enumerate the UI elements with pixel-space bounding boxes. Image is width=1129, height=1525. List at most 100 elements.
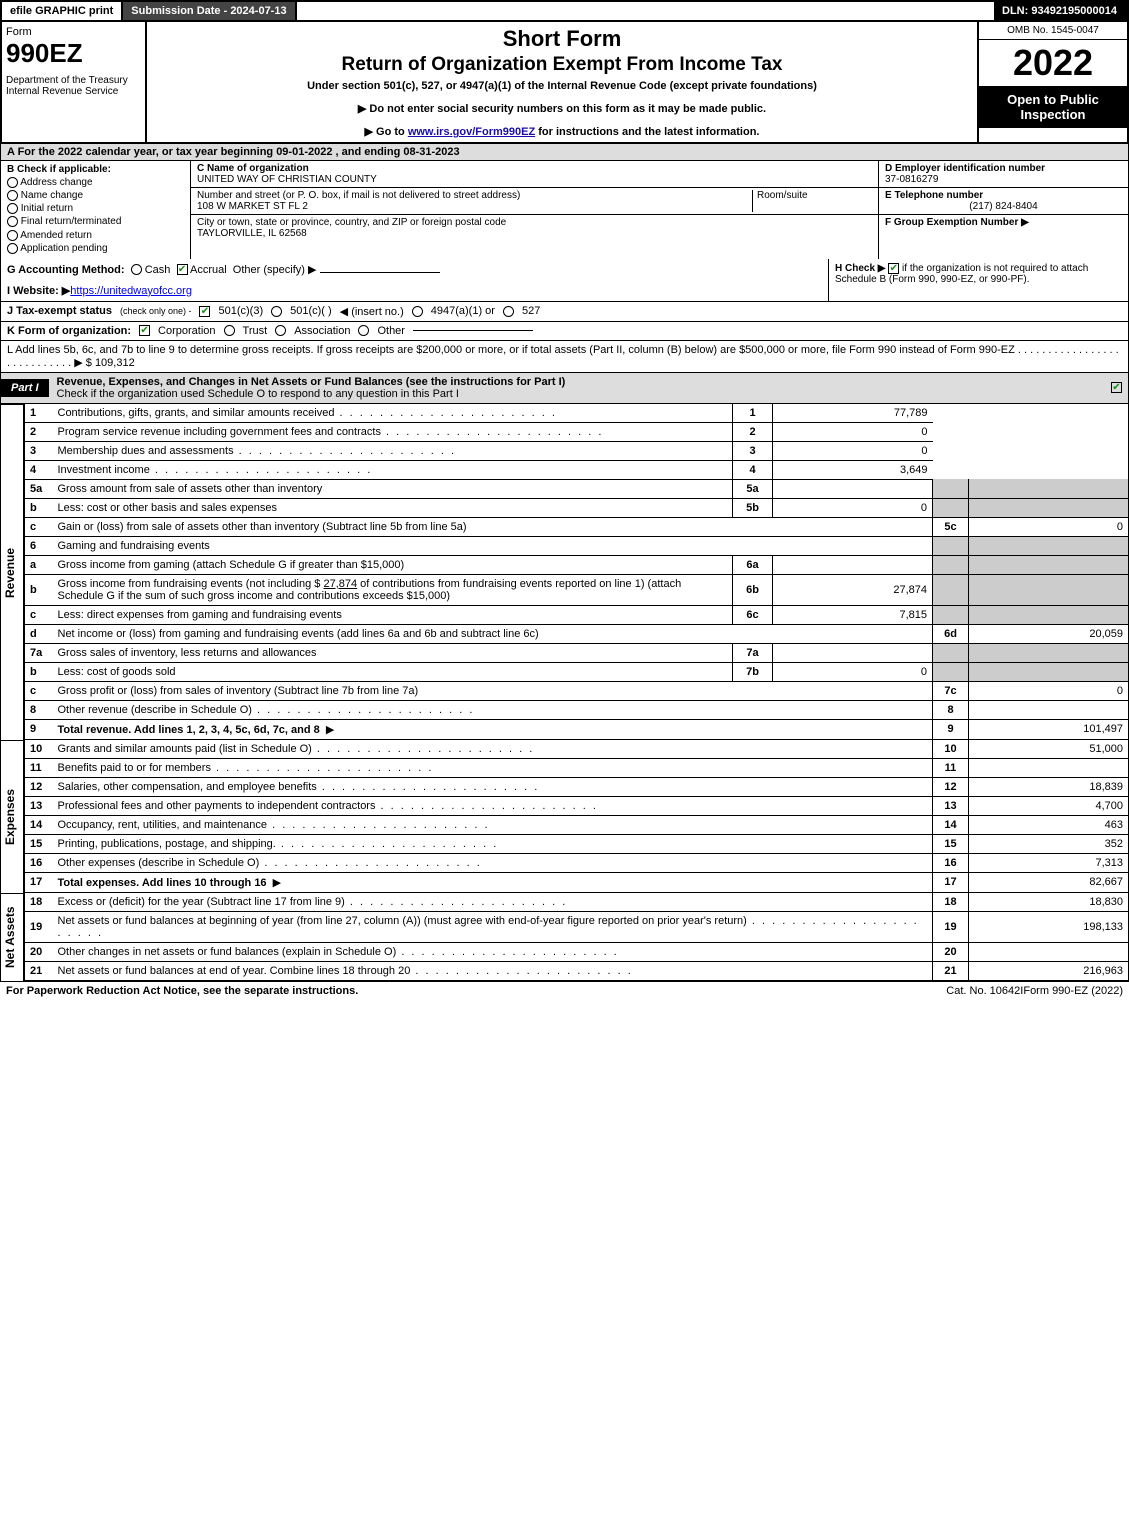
section-b-c-d-e-f: B Check if applicable: Address change Na… [0, 161, 1129, 259]
goto-post: for instructions and the latest informat… [535, 126, 759, 138]
efile-label[interactable]: efile GRAPHIC print [2, 2, 123, 20]
line-13: 13Professional fees and other payments t… [25, 796, 1129, 815]
ein-value: 37-0816279 [885, 174, 938, 185]
k-other-input[interactable] [413, 330, 533, 331]
org-city: TAYLORVILLE, IL 62568 [197, 228, 307, 239]
amt-20 [969, 942, 1129, 961]
row-a-text: A For the 2022 calendar year, or tax yea… [7, 146, 460, 158]
column-d-e-f: D Employer identification number37-08162… [878, 161, 1128, 259]
radio-cash[interactable] [131, 264, 142, 275]
line-19: 19Net assets or fund balances at beginni… [25, 911, 1129, 942]
e-phone: E Telephone number(217) 824-8404 [879, 188, 1128, 215]
line-5a: 5aGross amount from sale of assets other… [25, 479, 1129, 498]
line-10: 10Grants and similar amounts paid (list … [25, 740, 1129, 759]
line-9: 9Total revenue. Add lines 1, 2, 3, 4, 5c… [25, 719, 1129, 739]
ssn-warning: ▶ Do not enter social security numbers o… [151, 102, 973, 115]
line-15: 15Printing, publications, postage, and s… [25, 834, 1129, 853]
cb-corporation[interactable] [139, 325, 150, 336]
header-right: OMB No. 1545-0047 2022 Open to Public In… [977, 22, 1127, 142]
amt-7b: 0 [773, 662, 933, 681]
line-6b: bGross income from fundraising events (n… [25, 574, 1129, 605]
amt-6d: 20,059 [969, 624, 1129, 643]
line-21: 21Net assets or fund balances at end of … [25, 961, 1129, 980]
footer-left: For Paperwork Reduction Act Notice, see … [6, 985, 946, 997]
department-label: Department of the Treasury Internal Reve… [6, 75, 141, 97]
cb-trust[interactable] [224, 325, 235, 336]
org-address: 108 W MARKET ST FL 2 [197, 201, 308, 212]
title-short-form: Short Form [151, 26, 973, 52]
amt-16: 7,313 [969, 853, 1129, 872]
l-text: L Add lines 5b, 6c, and 7b to line 9 to … [7, 344, 1119, 369]
org-name: UNITED WAY OF CHRISTIAN COUNTY [197, 174, 377, 185]
cb-application-pending[interactable]: Application pending [7, 243, 184, 254]
j-4947: 4947(a)(1) or [431, 305, 495, 317]
part-i-checkbox[interactable] [1111, 382, 1122, 393]
amt-4: 3,649 [773, 460, 933, 479]
j-501c3: 501(c)(3) [218, 305, 263, 317]
line-6a: aGross income from gaming (attach Schedu… [25, 555, 1129, 574]
amt-12: 18,839 [969, 777, 1129, 796]
amt-6b: 27,874 [773, 574, 933, 605]
line-k: K Form of organization: Corporation Trus… [0, 322, 1129, 341]
expenses-side-label: Expenses [0, 740, 24, 893]
other-specify-input[interactable] [320, 272, 440, 273]
website-link[interactable]: https://unitedwayofcc.org [70, 285, 192, 297]
cb-name-change[interactable]: Name change [7, 190, 184, 201]
irs-link[interactable]: www.irs.gov/Form990EZ [408, 126, 535, 138]
cb-501c3[interactable] [199, 306, 210, 317]
amt-18: 18,830 [969, 893, 1129, 912]
g-label: G Accounting Method: [7, 264, 125, 276]
netassets-table: 18Excess or (deficit) for the year (Subt… [24, 893, 1129, 981]
top-bar: efile GRAPHIC print Submission Date - 20… [0, 0, 1129, 22]
header-left: Form 990EZ Department of the Treasury In… [2, 22, 147, 142]
amt-5b: 0 [773, 498, 933, 517]
k-other: Other [377, 325, 405, 337]
dln-label: DLN: 93492195000014 [994, 2, 1127, 20]
phone-value: (217) 824-8404 [885, 201, 1122, 212]
cb-association[interactable] [275, 325, 286, 336]
c-name-label: C Name of organization [197, 163, 309, 174]
k-label: K Form of organization: [7, 325, 131, 337]
h-label: H Check ▶ [835, 263, 885, 274]
k-trust: Trust [243, 325, 268, 337]
j-501c: 501(c)( ) [290, 305, 332, 317]
goto-pre: ▶ Go to [365, 126, 408, 138]
h-schedule-b: H Check ▶ if the organization is not req… [828, 259, 1128, 301]
cb-501c[interactable] [271, 306, 282, 317]
cb-4947[interactable] [412, 306, 423, 317]
goto-note: ▶ Go to www.irs.gov/Form990EZ for instru… [151, 125, 973, 138]
part-i-header: Part I Revenue, Expenses, and Changes in… [0, 373, 1129, 404]
line-18: 18Excess or (deficit) for the year (Subt… [25, 893, 1129, 912]
c-addr-row: Number and street (or P. O. box, if mail… [191, 188, 878, 215]
radio-accrual[interactable] [177, 264, 188, 275]
tax-year: 2022 [979, 40, 1127, 86]
line-3: 3Membership dues and assessments30 [25, 441, 1129, 460]
other-label: Other (specify) ▶ [233, 264, 317, 276]
cb-527[interactable] [503, 306, 514, 317]
j-note: (check only one) - [120, 306, 192, 316]
revenue-section: Revenue 1Contributions, gifts, grants, a… [0, 404, 1129, 740]
line-5c: cGain or (loss) from sale of assets othe… [25, 517, 1129, 536]
h-checkbox[interactable] [888, 263, 899, 274]
column-b: B Check if applicable: Address change Na… [1, 161, 191, 259]
submission-date: Submission Date - 2024-07-13 [123, 2, 296, 20]
cb-final-return[interactable]: Final return/terminated [7, 216, 184, 227]
cb-other[interactable] [358, 325, 369, 336]
cb-amended-return[interactable]: Amended return [7, 230, 184, 241]
k-assoc: Association [294, 325, 350, 337]
line-j: J Tax-exempt status (check only one) - 5… [0, 302, 1129, 322]
line-6c: cLess: direct expenses from gaming and f… [25, 605, 1129, 624]
subtitle: Under section 501(c), 527, or 4947(a)(1)… [151, 80, 973, 92]
amt-19: 198,133 [969, 911, 1129, 942]
c-name-row: C Name of organizationUNITED WAY OF CHRI… [191, 161, 878, 188]
amt-9: 101,497 [969, 719, 1129, 739]
amt-8 [969, 700, 1129, 719]
amt-11 [969, 758, 1129, 777]
amt-2: 0 [773, 422, 933, 441]
cb-initial-return[interactable]: Initial return [7, 203, 184, 214]
cb-address-change[interactable]: Address change [7, 177, 184, 188]
line-12: 12Salaries, other compensation, and empl… [25, 777, 1129, 796]
amt-17: 82,667 [969, 872, 1129, 892]
line-gh: G Accounting Method: Cash Accrual Other … [0, 259, 1129, 302]
g-accounting: G Accounting Method: Cash Accrual Other … [1, 259, 828, 301]
